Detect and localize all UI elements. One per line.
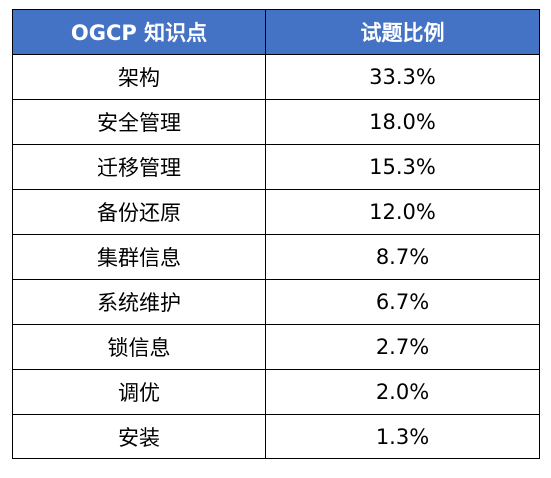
ratio-cell: 15.3%: [265, 144, 540, 190]
knowledge-point-cell: 系统维护: [12, 279, 266, 325]
table-row: 系统维护 6.7%: [12, 279, 540, 325]
table-row: 安装 1.3%: [12, 414, 540, 459]
ratio-cell: 33.3%: [265, 54, 540, 100]
ratio-cell: 12.0%: [265, 189, 540, 235]
ratio-cell: 2.0%: [265, 369, 540, 415]
knowledge-point-cell: 架构: [12, 54, 266, 100]
table-header-row: OGCP 知识点 试题比例: [12, 9, 540, 55]
table-container: OGCP 知识点 试题比例 架构 33.3% 安全管理 18.0% 迁移管理 1…: [12, 9, 540, 459]
table-row: 调优 2.0%: [12, 369, 540, 415]
table-row: 架构 33.3%: [12, 54, 540, 100]
knowledge-ratio-table: OGCP 知识点 试题比例 架构 33.3% 安全管理 18.0% 迁移管理 1…: [12, 9, 540, 459]
ratio-cell: 1.3%: [265, 414, 540, 459]
table-row: 集群信息 8.7%: [12, 234, 540, 280]
ratio-cell: 2.7%: [265, 324, 540, 370]
knowledge-point-cell: 安装: [12, 414, 266, 459]
knowledge-point-cell: 锁信息: [12, 324, 266, 370]
header-question-ratio: 试题比例: [265, 9, 540, 55]
ratio-cell: 18.0%: [265, 99, 540, 145]
knowledge-point-cell: 备份还原: [12, 189, 266, 235]
ratio-cell: 6.7%: [265, 279, 540, 325]
knowledge-point-cell: 调优: [12, 369, 266, 415]
knowledge-point-cell: 集群信息: [12, 234, 266, 280]
knowledge-point-cell: 安全管理: [12, 99, 266, 145]
header-knowledge-point: OGCP 知识点: [12, 9, 266, 55]
ratio-cell: 8.7%: [265, 234, 540, 280]
table-row: 迁移管理 15.3%: [12, 144, 540, 190]
knowledge-point-cell: 迁移管理: [12, 144, 266, 190]
table-row: 备份还原 12.0%: [12, 189, 540, 235]
table-row: 锁信息 2.7%: [12, 324, 540, 370]
table-row: 安全管理 18.0%: [12, 99, 540, 145]
